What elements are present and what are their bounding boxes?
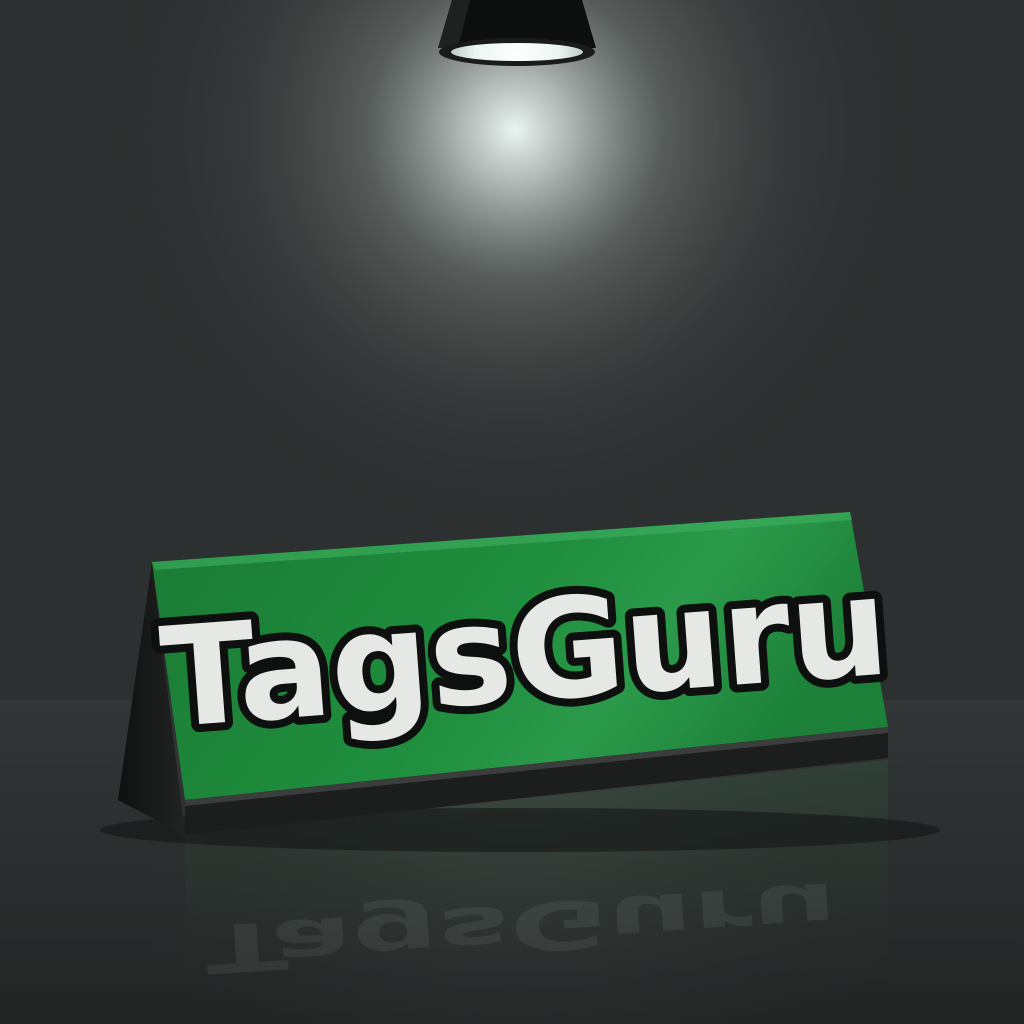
sign-face — [152, 512, 888, 800]
sign: TagsGuru TagsGuru — [148, 512, 902, 835]
sign-base — [185, 727, 888, 835]
sign-side — [118, 562, 185, 835]
spotlight-icon — [438, 0, 596, 66]
